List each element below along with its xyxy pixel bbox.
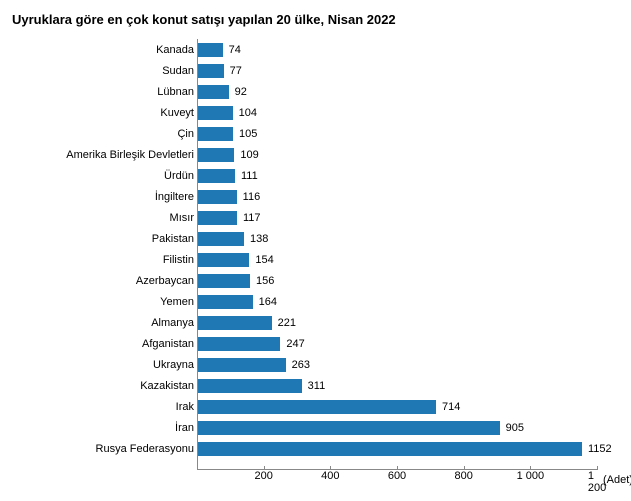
- value-label: 1152: [588, 443, 612, 455]
- value-label: 714: [442, 401, 460, 413]
- category-label: Amerika Birleşik Devletleri: [14, 148, 194, 162]
- bar-row: 164: [198, 295, 277, 309]
- bar-row: 154: [198, 253, 274, 267]
- value-label: 138: [250, 233, 268, 245]
- category-label: Lübnan: [14, 85, 194, 99]
- bar-row: 263: [198, 358, 310, 372]
- value-label: 117: [243, 212, 261, 224]
- bar-row: 116: [198, 190, 260, 204]
- category-label: Kanada: [14, 43, 194, 57]
- bar: [198, 85, 229, 99]
- value-label: 109: [240, 149, 258, 161]
- value-label: 311: [308, 380, 326, 392]
- bar-row: 905: [198, 421, 524, 435]
- bar-row: 138: [198, 232, 268, 246]
- bar: [198, 64, 224, 78]
- chart-title: Uyruklara göre en çok konut satışı yapıl…: [12, 12, 619, 27]
- bar: [198, 148, 234, 162]
- value-label: 263: [292, 359, 310, 371]
- x-tick-label: 400: [321, 470, 339, 482]
- category-label: Filistin: [14, 253, 194, 267]
- value-label: 92: [235, 86, 247, 98]
- category-label: Azerbaycan: [14, 274, 194, 288]
- value-label: 221: [278, 317, 296, 329]
- bar-row: 74: [198, 43, 241, 57]
- value-label: 116: [243, 191, 261, 203]
- value-label: 104: [239, 107, 257, 119]
- category-label: Kazakistan: [14, 379, 194, 393]
- plot-area: Kanada74Sudan77Lübnan92Kuveyt104Çin105Am…: [197, 39, 598, 470]
- bar-row: 714: [198, 400, 460, 414]
- bar-row: 105: [198, 127, 257, 141]
- bar-row: 247: [198, 337, 305, 351]
- bar: [198, 295, 253, 309]
- bar-row: 109: [198, 148, 259, 162]
- category-label: İngiltere: [14, 190, 194, 204]
- bar-row: 92: [198, 85, 247, 99]
- x-tick-label: 200: [254, 470, 272, 482]
- category-label: Ukrayna: [14, 358, 194, 372]
- bar-row: 156: [198, 274, 274, 288]
- category-label: Rusya Federasyonu: [14, 442, 194, 456]
- x-axis-ticks: 2004006008001 0001 200: [197, 470, 597, 486]
- x-tick-label: 1 000: [517, 470, 545, 482]
- value-label: 154: [255, 254, 273, 266]
- bar-row: 111: [198, 169, 258, 183]
- x-tick-label: 600: [388, 470, 406, 482]
- bar-row: 117: [198, 211, 261, 225]
- chart-area: Kanada 74 Sudan 77 Lübnan 92 Kuveyt 104 Çin 105 Am…: [12, 39, 619, 486]
- category-label: Irak: [14, 400, 194, 414]
- bar: [198, 358, 286, 372]
- bar: [198, 253, 249, 267]
- bar-row: 221: [198, 316, 296, 330]
- value-label: 111: [241, 170, 258, 182]
- x-tick-label: 800: [454, 470, 472, 482]
- bar: [198, 400, 436, 414]
- bar-row: 104: [198, 106, 257, 120]
- bar: [198, 127, 233, 141]
- bar: [198, 190, 237, 204]
- value-label: 164: [259, 296, 277, 308]
- category-label: Pakistan: [14, 232, 194, 246]
- bar: [198, 274, 250, 288]
- bar-row: 311: [198, 379, 325, 393]
- bar-row: 77: [198, 64, 242, 78]
- value-label: 156: [256, 275, 274, 287]
- value-label: 905: [506, 422, 524, 434]
- category-label: Mısır: [14, 211, 194, 225]
- bar: [198, 421, 500, 435]
- value-label: 74: [229, 44, 241, 56]
- unit-label: (Adet): [603, 474, 631, 486]
- bar: [198, 169, 235, 183]
- bar: [198, 211, 237, 225]
- bar: [198, 232, 244, 246]
- category-label: Kuveyt: [14, 106, 194, 120]
- category-label: Yemen: [14, 295, 194, 309]
- category-label: Almanya: [14, 316, 194, 330]
- bar: [198, 442, 582, 456]
- category-label: Çin: [14, 127, 194, 141]
- bar-row: 1152: [198, 442, 612, 456]
- value-label: 247: [286, 338, 304, 350]
- value-label: 77: [230, 65, 242, 77]
- bar: [198, 379, 302, 393]
- bar: [198, 316, 272, 330]
- bar: [198, 337, 280, 351]
- category-label: İran: [14, 421, 194, 435]
- category-label: Ürdün: [14, 169, 194, 183]
- category-label: Sudan: [14, 64, 194, 78]
- category-label: Afganistan: [14, 337, 194, 351]
- bar: [198, 106, 233, 120]
- value-label: 105: [239, 128, 257, 140]
- bar: [198, 43, 223, 57]
